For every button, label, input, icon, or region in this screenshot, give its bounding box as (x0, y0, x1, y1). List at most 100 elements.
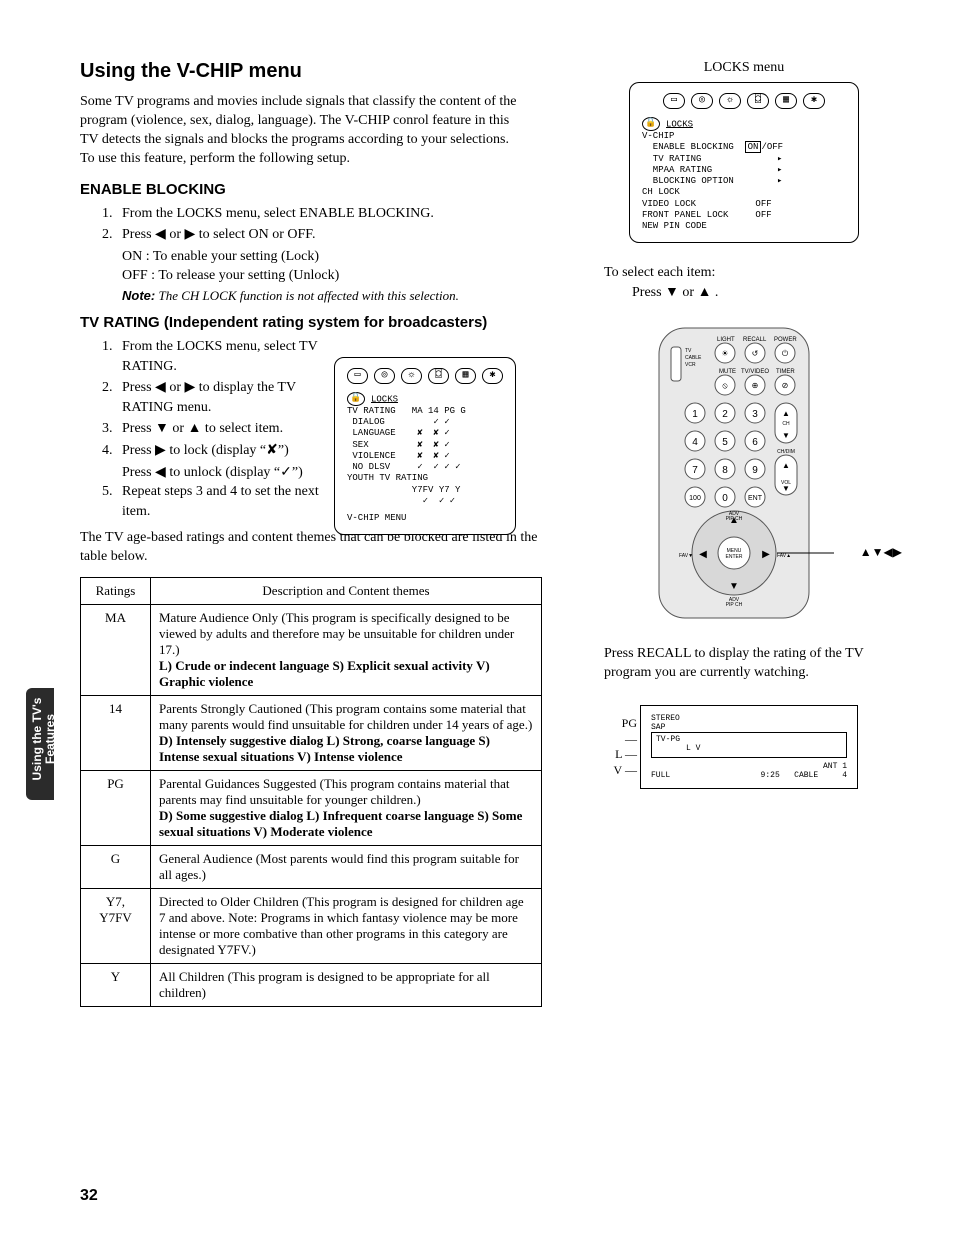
osd-icon-row: ▭ ◎ ☼ ⌼ ▦ ✱ (642, 93, 846, 109)
svg-text:FAV▲: FAV▲ (777, 553, 791, 559)
enable-steps: From the LOCKS menu, select ENABLE BLOCK… (116, 204, 570, 245)
osd-icon: ▦ (775, 93, 797, 109)
svg-text:⊘: ⊘ (782, 381, 789, 390)
osd-icon-row: ▭ ◎ ☼ ⌼ ▦ ✱ (347, 368, 503, 384)
osd-foot: V-CHIP MENU (347, 513, 503, 524)
osd-r3: SEX ✘ ✘ ✓ (347, 440, 503, 451)
tv-rating-osd: ▭ ◎ ☼ ⌼ ▦ ✱ 🔒LOCKS TV RATING MA 14 PG G … (334, 357, 516, 536)
recall-side-labels: PG — L — V — (607, 716, 637, 778)
osd-r8: ✓ ✓ ✓ (347, 496, 503, 507)
svg-text:◀: ◀ (699, 549, 707, 560)
svg-text:⦸: ⦸ (722, 381, 728, 390)
osd-line: NEW PIN CODE (642, 221, 846, 232)
rating-cell: PG (81, 771, 151, 846)
intro-paragraph: Some TV programs and movies include sign… (80, 93, 520, 169)
svg-text:☀: ☀ (721, 349, 728, 358)
svg-text:1: 1 (692, 409, 698, 420)
osd-icon: ⌼ (428, 368, 449, 384)
osd-icon: ◎ (691, 93, 713, 109)
side-tab: Using the TV's Features (26, 688, 54, 800)
enable-note: Note: The CH LOCK function is not affect… (122, 288, 570, 304)
osd-r1: DIALOG ✓ ✓ (347, 417, 503, 428)
osd-lock-row: 🔒LOCKS (347, 392, 503, 406)
lock-icon: 🔒 (642, 117, 660, 131)
recall-stereo: STEREO (651, 714, 847, 723)
tvrating-step-4: Press ▶ to lock (display “✘”) (116, 441, 326, 461)
description-cell: All Children (This program is designed t… (151, 964, 542, 1007)
osd-line: ENABLE BLOCKING ON/OFF (642, 142, 846, 153)
osd-r4: VIOLENCE ✘ ✘ ✓ (347, 451, 503, 462)
description-cell: Parents Strongly Cautioned (This program… (151, 696, 542, 771)
svg-text:▼: ▼ (782, 431, 790, 440)
rating-cell: Y7, Y7FV (81, 889, 151, 964)
svg-text:TV/VIDEO: TV/VIDEO (741, 369, 769, 375)
svg-text:5: 5 (722, 437, 728, 448)
svg-text:PIP CH: PIP CH (726, 602, 743, 608)
svg-text:ENT: ENT (748, 495, 763, 502)
svg-text:↺: ↺ (752, 349, 759, 358)
recall-ant: ANT 1 (651, 762, 847, 771)
rating-cell: MA (81, 605, 151, 696)
svg-text:ENTER: ENTER (726, 554, 743, 560)
select-press: Press ▼ or ▲ . (632, 285, 884, 301)
remote-illustration: LIGHT RECALL POWER ☀ ↺ ⏻ TV CABLE VCR MU… (649, 323, 839, 623)
osd-icon: ✱ (482, 368, 503, 384)
svg-text:CH: CH (782, 421, 790, 427)
osd-r7: Y7FV Y7 Y (347, 485, 503, 496)
tvrating-heading: TV RATING (Independent rating system for… (80, 314, 570, 331)
osd-r6: YOUTH TV RATING (347, 473, 503, 484)
table-row: 14Parents Strongly Cautioned (This progr… (81, 696, 542, 771)
recall-bottom: FULL 9:25 CABLE 4 (651, 771, 847, 780)
ratings-h2: Description and Content themes (151, 578, 542, 605)
svg-text:TV: TV (685, 348, 692, 354)
osd-lock-row: 🔒LOCKS (642, 117, 846, 131)
select-instructions: To select each item: Press ▼ or ▲ . (604, 265, 884, 301)
arrow-key-label: ▲▼◀▶ (860, 545, 902, 559)
ratings-table: Ratings Description and Content themes M… (80, 577, 542, 1007)
svg-text:▶: ▶ (762, 549, 770, 560)
osd-icon: ◎ (374, 368, 395, 384)
enable-off: OFF : To release your setting (Unlock) (122, 266, 570, 286)
locks-menu-title: LOCKS menu (604, 60, 884, 76)
rating-cell: 14 (81, 696, 151, 771)
recall-sap: SAP (651, 723, 847, 732)
table-row: GGeneral Audience (Most parents would fi… (81, 846, 542, 889)
svg-text:MUTE: MUTE (719, 369, 736, 375)
svg-text:FAV▼: FAV▼ (679, 553, 693, 559)
tvrating-step-2: Press ◀ or ▶ to display the TV RATING me… (116, 378, 326, 417)
left-column: Using the V-CHIP menu Some TV programs a… (80, 60, 570, 1007)
tvrating-step-1: From the LOCKS menu, select TV RATING. (116, 337, 326, 376)
osd-line: VIDEO LOCK OFF (642, 199, 846, 210)
svg-text:6: 6 (752, 437, 758, 448)
svg-text:0: 0 (722, 493, 728, 504)
osd-line: TV RATING ▸ (642, 154, 846, 165)
svg-text:7: 7 (692, 465, 698, 476)
select-text: To select each item: (604, 265, 884, 281)
enable-heading: ENABLE BLOCKING (80, 181, 570, 198)
svg-text:2: 2 (722, 409, 728, 420)
svg-text:⏻: ⏻ (782, 349, 789, 358)
svg-text:POWER: POWER (774, 337, 797, 343)
remote-block: LIGHT RECALL POWER ☀ ↺ ⏻ TV CABLE VCR MU… (604, 323, 884, 623)
osd-icon: ☼ (401, 368, 422, 384)
svg-text:TIMER: TIMER (776, 369, 795, 375)
svg-text:⊕: ⊕ (752, 381, 759, 390)
osd-icon: ▭ (347, 368, 368, 384)
recall-osd: PG — L — V — STEREO SAP TV-PG L V ANT 1 … (640, 705, 858, 789)
svg-text:3: 3 (752, 409, 758, 420)
note-text: The CH LOCK function is not affected wit… (155, 288, 459, 303)
osd-line: CH LOCK (642, 187, 846, 198)
ratings-h1: Ratings (81, 578, 151, 605)
tvrating-section: From the LOCKS menu, select TV RATING. P… (80, 337, 570, 521)
tvrating-step-4a: Press ▶ to lock (display “✘”) (122, 443, 289, 458)
svg-text:CABLE: CABLE (685, 355, 702, 361)
osd-icon: ✱ (803, 93, 825, 109)
recall-osd-wrap: PG — L — V — STEREO SAP TV-PG L V ANT 1 … (604, 705, 884, 789)
page-number: 32 (80, 1187, 98, 1205)
recall-inner: TV-PG L V (651, 732, 847, 758)
table-row: MAMature Audience Only (This program is … (81, 605, 542, 696)
locks-menu-block: LOCKS menu ▭ ◎ ☼ ⌼ ▦ ✱ 🔒LOCKS V-CHIP ENA… (604, 60, 884, 243)
enable-step-1: From the LOCKS menu, select ENABLE BLOCK… (116, 204, 570, 224)
osd-line: V-CHIP (642, 131, 846, 142)
osd-icon: ☼ (719, 93, 741, 109)
